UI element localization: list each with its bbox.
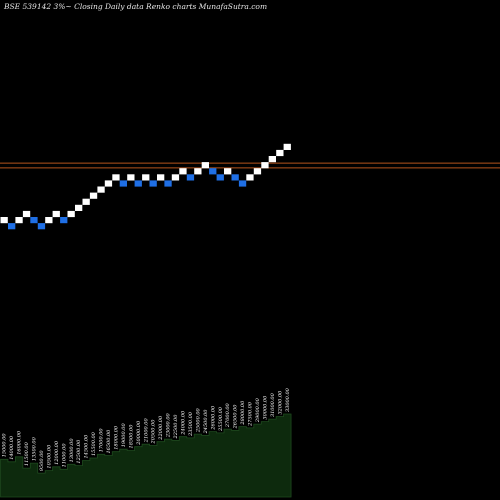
down-brick — [60, 217, 68, 224]
up-brick — [22, 210, 31, 218]
up-brick — [75, 204, 83, 211]
volume-label: 28000.00 — [240, 400, 246, 426]
up-brick — [112, 174, 120, 181]
down-brick — [164, 180, 172, 187]
volume-label: 9500.00 — [39, 450, 45, 471]
down-brick — [216, 174, 224, 181]
volume-label: 12500.00 — [76, 439, 82, 464]
down-brick — [149, 180, 157, 187]
volume-label: 22000.00 — [158, 415, 164, 441]
reference-lines — [0, 162, 500, 169]
volume-label: 22500.00 — [173, 414, 179, 440]
volume-label: 25500.00 — [218, 406, 224, 432]
up-brick — [45, 217, 53, 224]
volume-label: 14000.00 — [9, 435, 15, 460]
volume-label: 21000.00 — [143, 418, 149, 444]
volume-label: 19000.00 — [121, 423, 127, 448]
volume-label: 30000.00 — [262, 395, 268, 420]
up-brick — [97, 186, 105, 193]
up-brick — [0, 217, 8, 224]
volume-label: 11000.00 — [61, 443, 67, 468]
volume-label: 27000.00 — [225, 402, 231, 428]
up-brick — [268, 156, 276, 163]
up-brick — [194, 168, 202, 175]
volume-label: 20500.00 — [151, 419, 157, 445]
chart-title: BSE 539142 3%~ Closing Daily data Renko … — [3, 2, 267, 11]
volume-label: 16500.00 — [106, 429, 112, 454]
volume-label: 24000.00 — [181, 410, 187, 436]
up-brick — [89, 192, 98, 199]
volume-label: 26000.00 — [210, 405, 216, 431]
up-brick — [171, 174, 180, 181]
volume-label: 27500.00 — [248, 401, 254, 427]
volume-label: 12000.00 — [54, 440, 60, 465]
volume-area — [0, 413, 292, 498]
up-brick — [67, 210, 75, 218]
volume-label: 20000.00 — [136, 420, 142, 446]
volume-label: 26500.00 — [233, 404, 239, 430]
volume-label: 13000.00 — [69, 438, 75, 463]
volume-label: 32000.00 — [277, 390, 283, 415]
up-brick — [276, 149, 284, 157]
up-brick — [253, 168, 262, 175]
volume-label: 10500.00 — [46, 444, 52, 469]
down-brick — [238, 180, 247, 187]
volume-label: 18000.00 — [113, 425, 119, 450]
up-brick — [142, 174, 150, 181]
up-brick — [52, 210, 60, 218]
up-brick — [224, 168, 232, 175]
up-brick — [15, 217, 23, 224]
volume-label: 33000.00 — [285, 387, 291, 412]
volume-label: 15000.00 — [2, 433, 8, 458]
up-brick — [179, 168, 187, 175]
up-brick — [201, 162, 209, 169]
renko-bricks — [0, 143, 291, 230]
volume-labels: 15000.00 14000.00 16000.00 11500.00 13500.00… — [2, 387, 291, 471]
up-brick — [127, 174, 135, 181]
down-brick — [37, 223, 46, 230]
volume-label: 16000.00 — [17, 430, 23, 455]
down-brick — [134, 180, 142, 187]
volume-label: 18500.00 — [128, 424, 134, 449]
volume-label: 29000.00 — [255, 397, 261, 423]
down-brick — [186, 174, 195, 181]
down-brick — [119, 180, 127, 187]
volume-label: 25000.00 — [195, 407, 201, 433]
down-brick — [8, 223, 16, 230]
up-brick — [246, 174, 254, 181]
volume-fill — [0, 413, 292, 498]
up-brick — [104, 180, 113, 187]
up-brick — [82, 198, 90, 205]
volume-label: 11500.00 — [24, 441, 30, 466]
volume-label: 31000.00 — [270, 392, 276, 417]
volume-label: 17000.00 — [99, 428, 105, 453]
volume-label: 24500.00 — [203, 409, 209, 435]
volume-label: 13500.00 — [32, 436, 38, 461]
volume-label: 15500.00 — [91, 431, 97, 456]
up-brick — [157, 174, 165, 181]
down-brick — [30, 217, 38, 224]
down-brick — [231, 174, 239, 181]
up-brick — [283, 143, 291, 150]
volume-label: 23500.00 — [188, 411, 194, 437]
volume-label: 23000.00 — [166, 412, 172, 438]
up-brick — [261, 162, 269, 169]
down-brick — [209, 168, 217, 175]
volume-label: 14500.00 — [84, 434, 90, 459]
